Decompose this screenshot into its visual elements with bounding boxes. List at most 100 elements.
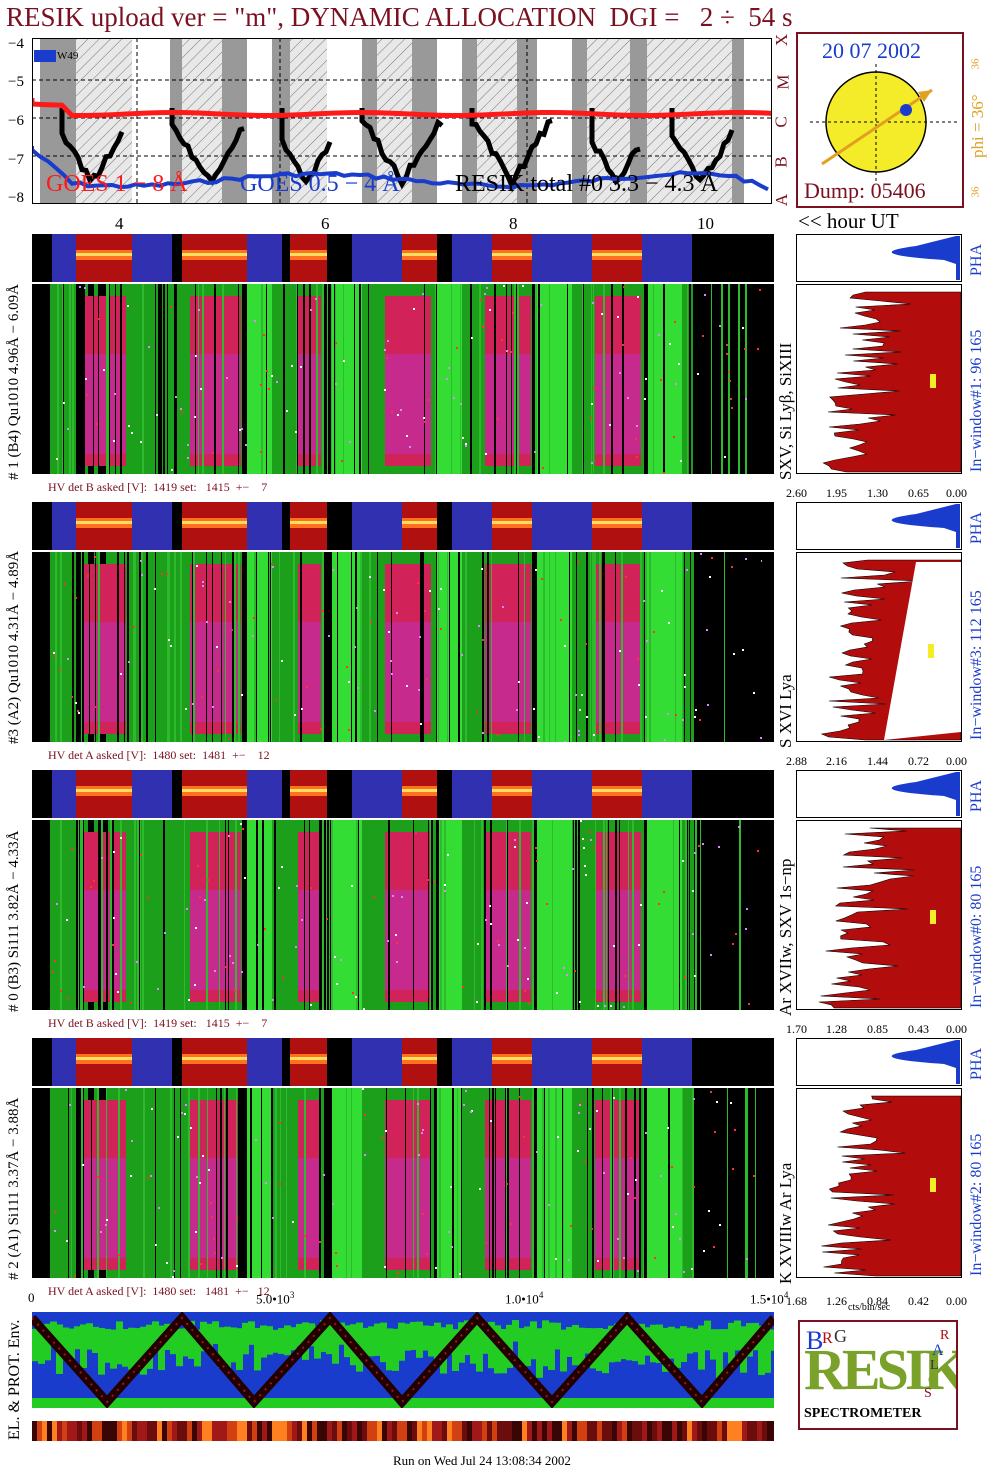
plot-frame — [32, 38, 772, 204]
pha-histogram — [796, 234, 962, 282]
orbit-band — [412, 38, 437, 204]
env-zigzag-series — [32, 1312, 774, 1408]
spectral-lines-label: K XVIIIw Ar Lya — [776, 1162, 795, 1284]
hour-tick: 8 — [509, 214, 518, 233]
sun-date: 20 07 2002 — [822, 38, 921, 63]
pha-strip — [32, 770, 774, 818]
spectrogram-panel — [32, 820, 774, 1010]
histogram-tick: 2.88 — [786, 754, 807, 768]
env-ylabel: EL. & PROT. Env. — [6, 1319, 23, 1440]
orbit-band — [76, 38, 132, 204]
y-tick: −6 — [8, 113, 24, 129]
histogram-tick: 2.60 — [786, 486, 807, 500]
hour-tick: 4 — [115, 214, 124, 233]
pha-strip — [32, 234, 774, 282]
sun-disk — [810, 64, 960, 184]
env-x-tick-base: 1.5•10 — [750, 1291, 784, 1307]
logo-letter: B — [806, 1326, 824, 1355]
logo-spectrometer: SPECTROMETER — [804, 1406, 922, 1421]
in-window-label: In−window#0: 80 165 — [968, 866, 986, 1008]
logo-letter: R — [822, 1330, 833, 1347]
top-plot-y-axis: −4 −5 −6 −7 −8 — [0, 30, 30, 210]
count-histogram — [796, 820, 962, 1010]
env-x-tick: 5.0•103 — [256, 1290, 294, 1307]
logo-letter: L — [930, 1358, 939, 1373]
histogram-tick: 1.95 — [826, 486, 847, 500]
y-tick: −8 — [8, 190, 24, 206]
histogram-tick: 0.65 — [908, 486, 929, 500]
hv-status: HV det A asked [V]: 1480 set: 1481 +− 12 — [48, 1284, 270, 1298]
page-title: RESIK upload ver = "m", DYNAMIC ALLOCATI… — [6, 2, 793, 32]
in-window-label: In−window#2: 80 165 — [968, 1134, 986, 1276]
histogram-units: cts/bin/sec — [848, 1302, 891, 1313]
hour-ut-label: << hour UT — [798, 209, 899, 233]
hour-tick: 10 — [697, 214, 714, 233]
env-x-tick-exp: 4 — [783, 1290, 789, 1300]
panel-divider — [32, 819, 774, 820]
dump-label: Dump: 05406 — [804, 178, 926, 203]
badge-label: W49 — [57, 50, 79, 62]
pha-label: PHA — [968, 779, 985, 812]
env-color-strip — [32, 1421, 774, 1441]
light-curve-plot — [32, 38, 772, 204]
panel-divider — [32, 283, 774, 284]
histogram-tick: 1.70 — [786, 1022, 807, 1036]
channel-wavelength-label: # 2 (A1) Si111 3.37Å − 3.88Å — [6, 1097, 22, 1280]
histogram-tick: 0.00 — [946, 1022, 967, 1036]
goes-class-axis: X M C B A — [771, 30, 794, 210]
pha-strip — [32, 502, 774, 550]
channel-panel: #3 (A2) Qu1010 4.31Å − 4.89Å HV det A ask… — [0, 500, 1004, 768]
histogram-tick: 0.42 — [908, 1294, 929, 1308]
y-tick: −4 — [8, 36, 24, 52]
in-window-label: In−window#3: 112 165 — [968, 590, 986, 740]
hv-status: HV det B asked [V]: 1419 set: 1415 +− 7 — [48, 1016, 268, 1030]
pha-label: PHA — [968, 1047, 985, 1080]
histogram-tick: 2.16 — [826, 754, 847, 768]
legend-goes-0.5-4: GOES 0.5 − 4 Å — [240, 171, 400, 197]
phi-label: phi = 36° — [968, 94, 987, 158]
logo-main: RESIK — [804, 1337, 958, 1402]
in-window-count: In−window#2: 80 165 — [968, 1133, 985, 1276]
hv-status: HV det B asked [V]: 1419 set: 1415 +− 7 — [48, 480, 268, 494]
orbit-band — [572, 38, 587, 204]
badge-box — [34, 50, 56, 62]
channel-panel: # 2 (A1) Si111 3.37Å − 3.88Å HV det A ask… — [0, 1036, 1004, 1308]
phi-top: 36 — [969, 58, 982, 70]
histogram-tick: 0.00 — [946, 754, 967, 768]
orbit-band — [40, 38, 76, 204]
env-x-tick: 0 — [28, 1290, 35, 1305]
phi-bottom: 36 — [969, 186, 982, 198]
logo-letter: S — [924, 1386, 932, 1401]
env-x-tick: 1.0•104 — [505, 1290, 543, 1307]
goes-class-c: C — [771, 116, 791, 128]
sun-panel: 20 07 2002 Dump: 05406 — [796, 32, 964, 208]
footer-run-time: Run on Wed Jul 24 13:08:34 2002 — [393, 1453, 571, 1468]
spectrogram-panel — [32, 284, 774, 474]
histogram-tick: 1.30 — [867, 486, 888, 500]
pha-label: PHA — [968, 243, 985, 276]
env-x-tick-base: 5.0•10 — [256, 1291, 290, 1307]
pha-histogram — [796, 502, 962, 550]
spectrogram-panel — [32, 552, 774, 742]
logo-letter: A — [932, 1342, 944, 1359]
legend-goes-1-8: GOES 1 − 8 Å — [46, 171, 188, 197]
logo-letter: R — [940, 1328, 950, 1343]
histogram-tick: 0.00 — [946, 486, 967, 500]
in-window-count: In−window#3: 112 165 — [968, 590, 985, 740]
count-histogram — [796, 552, 962, 742]
histogram-tick: 1.28 — [826, 1022, 847, 1036]
channel-panel: # 0 (B3) Si111 3.82Å − 4.33Å HV det B ask… — [0, 768, 1004, 1036]
spectral-lines-label: SXV, Si Lyβ, SiXIII — [776, 342, 795, 480]
histogram-tick: 1.44 — [867, 754, 888, 768]
hour-tick: 6 — [321, 214, 330, 233]
goes-class-a: A — [772, 193, 792, 207]
channel-wavelength-label: # 1 (B4) Qu1010 4.96Å − 6.09Å — [6, 284, 22, 480]
histogram-tick: 1.26 — [826, 1294, 847, 1308]
in-window-count: In−window#0: 80 165 — [968, 865, 985, 1008]
grid-lines — [32, 38, 772, 204]
spectrogram-panel — [32, 1088, 774, 1278]
environment-plot — [32, 1312, 774, 1408]
in-window-label: In−window#1: 96 165 — [968, 330, 986, 472]
goes-class-m: M — [773, 74, 793, 90]
panel-divider — [32, 1087, 774, 1088]
